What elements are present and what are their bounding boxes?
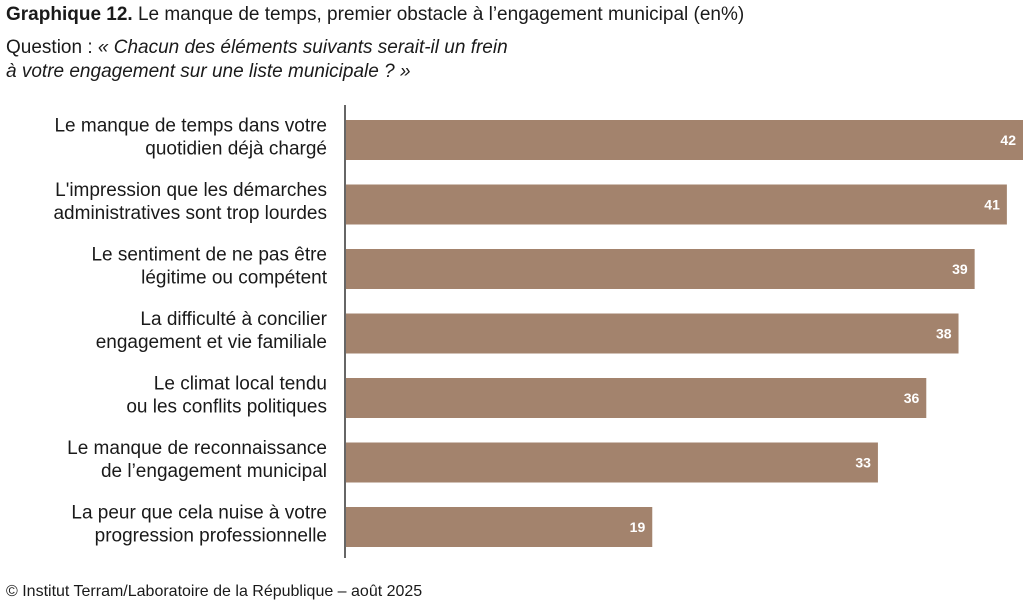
chart-title: Graphique 12. Le manque de temps, premie… [6,4,744,26]
bar-value-label: 33 [855,455,871,471]
bar-value-label: 38 [936,326,952,342]
bar [346,442,878,483]
category-label: Le manque de reconnaissance de l’engageme… [67,438,327,482]
bar-value-label: 36 [904,390,920,406]
category-label-line: légitime ou compétent [141,268,328,289]
bar-value-label: 19 [630,519,646,535]
category-label: La peur que cela nuise à votre progressio… [71,503,327,547]
category-label-line: de l’engagement municipal [101,461,327,482]
bar-value-label: 42 [1000,132,1016,148]
category-label: Le climat local tendu ou les conflits pol… [126,374,327,418]
category-label-line: Le sentiment de ne pas être [91,245,327,266]
question-prefix: Question : [6,37,98,58]
chart-subtitle: Question : « Chacun des éléments suivant… [6,36,508,84]
category-label-line: quotidien déjà chargé [145,139,327,160]
bar-value-label: 39 [952,261,968,277]
category-label-line: L'impression que les démarches [55,180,327,201]
category-label: Le sentiment de ne pas être légitime ou c… [91,245,327,289]
category-label: Le manque de temps dans votre quotidien d… [54,116,327,160]
bar-chart: 42 Le manque de temps dans votre quotidien… [53,105,1023,558]
question-text-1: « Chacun des éléments suivants serait-il… [97,37,508,58]
chart-title-rest: Le manque de temps, premier obstacle à l… [132,4,745,25]
chart-title-lead: Graphique 12. [6,4,133,25]
category-label: L'impression que les démarches administra… [53,180,327,224]
category-label-line: ou les conflits politiques [126,397,327,418]
category-label-line: Le climat local tendu [154,374,327,395]
bar-value-label: 41 [984,197,1000,213]
category-label-line: administratives sont trop lourdes [53,203,327,224]
bar [346,378,927,418]
category-label-line: engagement et vie familiale [96,332,327,353]
category-label-line: Le manque de reconnaissance [67,438,327,459]
bar [346,249,975,289]
category-label-line: La difficulté à concilier [140,309,327,330]
bar [346,313,959,354]
bar [346,507,653,547]
question-line-2: à votre engagement sur une liste municip… [6,61,411,82]
bar [346,184,1007,225]
category-label-line: progression professionnelle [95,526,327,547]
bar [346,120,1023,160]
question-line-1: Question : « Chacun des éléments suivant… [6,36,508,60]
category-label: La difficulté à concilier engagement et v… [96,309,328,353]
category-label-line: Le manque de temps dans votre [54,116,327,137]
source-footer: © Institut Terram/Laboratoire de la Répu… [6,583,423,600]
category-label-line: La peur que cela nuise à votre [71,503,327,524]
